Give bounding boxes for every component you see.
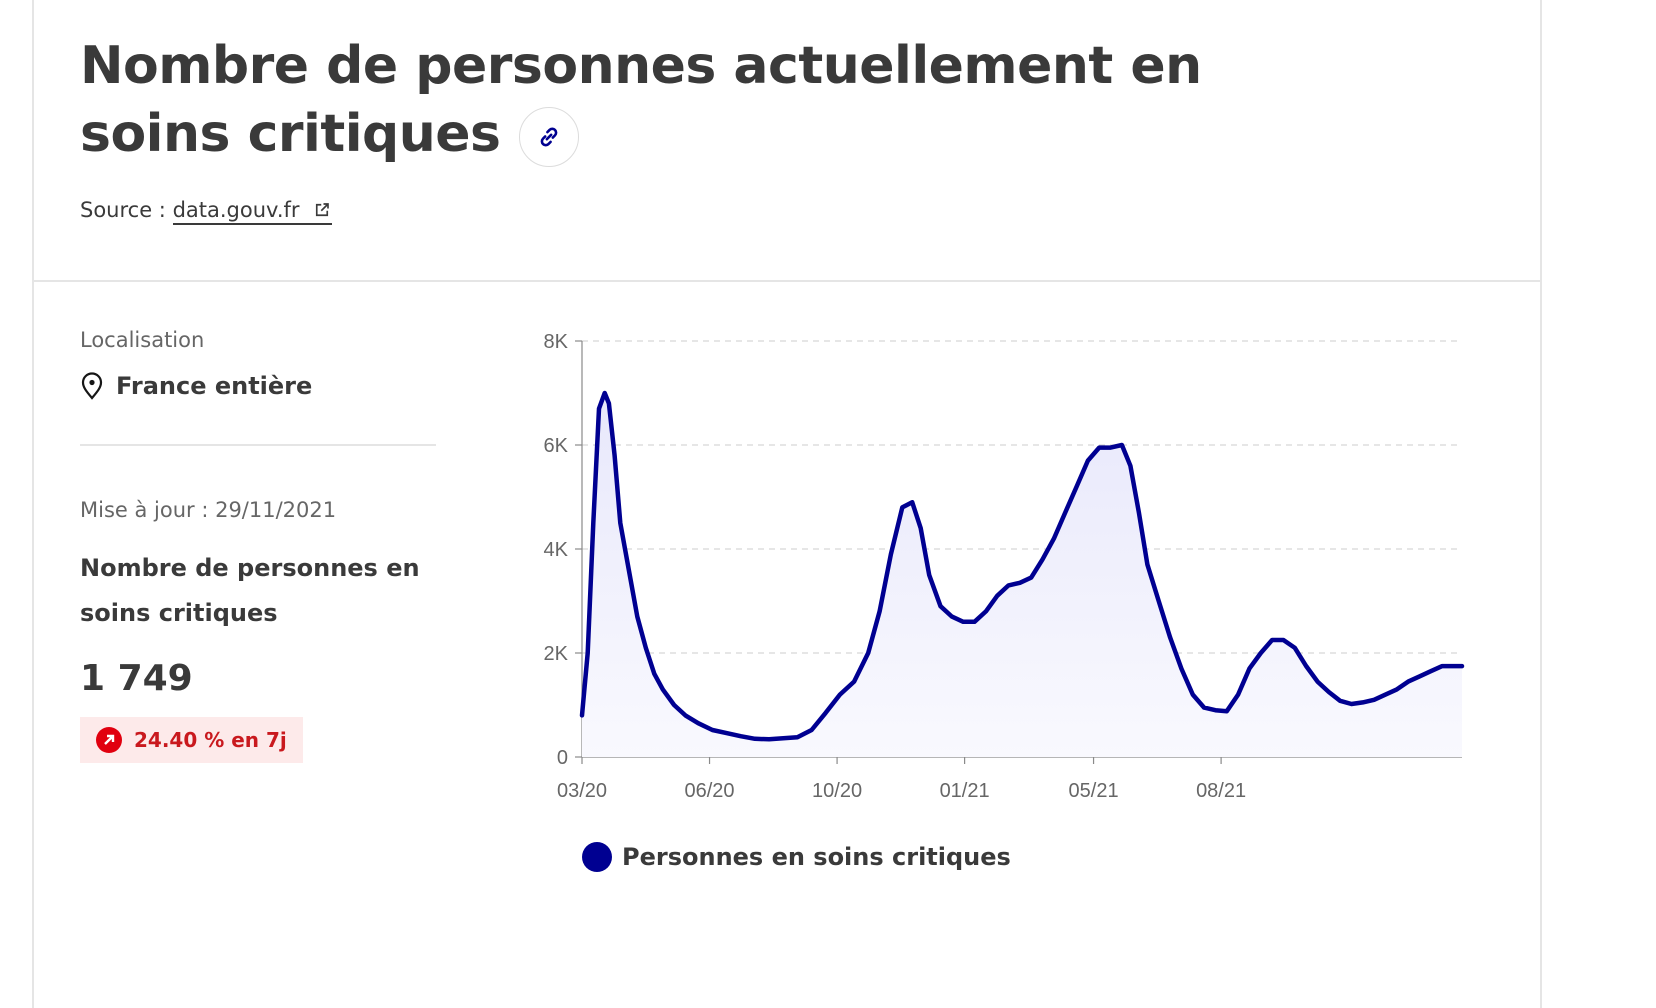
arrow-up-right-icon [96,727,122,753]
series-area [582,393,1462,757]
indicator-card: Nombre de personnes actuellement en soin… [32,0,1542,1008]
x-tick-label: 01/21 [940,780,990,802]
x-tick-label: 08/21 [1196,780,1246,802]
y-tick-label: 6K [544,435,569,457]
chart-legend: Personnes en soins critiques [582,842,1011,872]
indicator-sidebar: Localisation France entière Mise à jour … [80,328,436,763]
trend-text: 24.40 % en 7j [134,728,287,752]
legend-label: Personnes en soins critiques [622,843,1011,871]
x-tick-label: 05/21 [1069,780,1119,802]
x-tick-label: 03/20 [557,780,607,802]
legend-swatch [582,842,612,872]
series-line [579,390,1465,742]
x-tick-label: 10/20 [812,780,862,802]
copy-link-button[interactable] [518,107,579,167]
sidebar-divider [80,444,436,446]
location-label: Localisation [80,328,205,352]
location-value-text: France entière [116,372,313,400]
trend-badge: 24.40 % en 7j [80,717,303,763]
metric-title: Nombre de personnes en soins critiques [80,554,420,627]
external-link-icon [316,203,330,217]
source-line: Source : data.gouv.fr [80,198,333,225]
y-tick-label: 8K [544,331,569,353]
link-icon [540,127,557,147]
source-label: Source : [80,198,166,222]
y-tick-label: 4K [544,539,569,561]
y-tick-label: 2K [544,643,569,665]
source-link-text: data.gouv.fr [172,198,300,222]
page-title: Nombre de personnes actuellement en soin… [80,32,1280,168]
source-link[interactable]: data.gouv.fr [172,198,333,225]
location-value: France entière [80,372,436,400]
critical-care-chart: 0 2K 4K 6K 8K 03/20 06/20 10/20 01/21 05/21 08/21 [544,331,1465,802]
page-title-text: Nombre de personnes actuellement en soin… [80,36,1202,164]
y-tick-label: 0 [557,747,568,769]
update-date: Mise à jour : 29/11/2021 [80,498,337,522]
x-tick-label: 06/20 [685,780,735,802]
metric-value: 1 749 [80,658,193,699]
card-header: Nombre de personnes actuellement en soin… [34,0,1540,282]
map-pin-icon [81,372,103,400]
